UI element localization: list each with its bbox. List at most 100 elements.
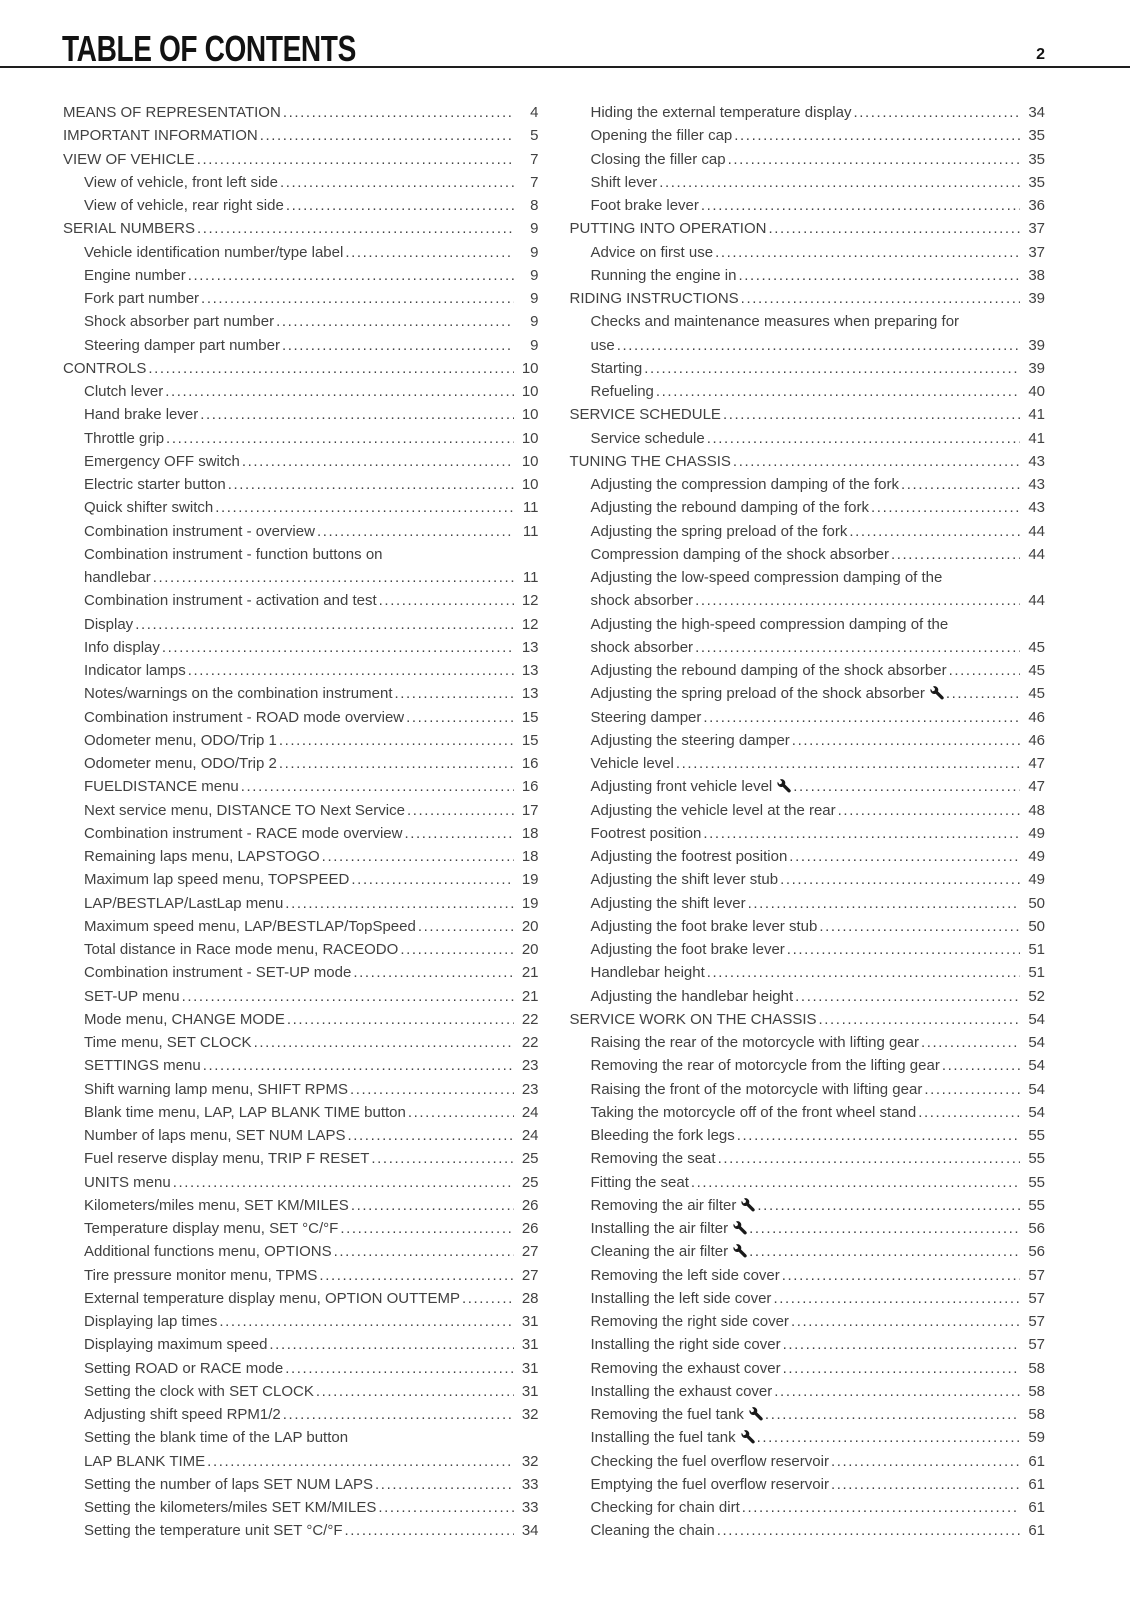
- toc-entry-page-number: 51: [1028, 964, 1045, 982]
- dot-leader: [691, 1171, 1020, 1194]
- toc-entry-label: UNITS menu: [84, 1173, 171, 1191]
- toc-entry: Setting the kilometers/miles SET KM/MILE…: [63, 1496, 539, 1519]
- toc-entry-label: Next service menu, DISTANCE TO Next Serv…: [84, 801, 405, 819]
- dot-leader: [283, 101, 514, 124]
- toc-entry-page-number: 61: [1028, 1499, 1045, 1516]
- toc-entry-label: SERIAL NUMBERS: [63, 220, 195, 238]
- dot-leader: [703, 822, 1020, 845]
- dot-leader: [340, 1217, 513, 1240]
- dot-leader: [287, 1008, 514, 1031]
- toc-entry: Steering damper 46: [570, 706, 1046, 729]
- toc-entry-label: Removing the exhaust cover: [590, 1359, 781, 1377]
- toc-entry-page-number: 56: [1028, 1243, 1045, 1261]
- toc-entry-page-number: 37: [1028, 243, 1045, 261]
- toc-entry: Setting ROAD or RACE mode 31: [63, 1357, 539, 1380]
- toc-entry: Removing the air filter 55: [570, 1194, 1046, 1217]
- dot-leader: [173, 1171, 514, 1194]
- toc-entry-label: Shift lever: [590, 173, 658, 191]
- toc-entry-page-number: 32: [521, 1406, 539, 1423]
- toc-entry-label: PUTTING INTO OPERATION: [569, 220, 767, 238]
- dot-leader: [831, 1473, 1020, 1496]
- toc-entry-label: Fitting the seat: [590, 1173, 689, 1191]
- toc-entry-page-number: 9: [530, 313, 539, 331]
- toc-entry: Adjusting the steering damper 46: [570, 729, 1046, 752]
- wrench-icon: [741, 1430, 755, 1444]
- toc-entry-page-number: 21: [521, 987, 539, 1005]
- toc-entry-label: Footrest position: [590, 824, 702, 842]
- toc-entry-label: Refueling: [590, 383, 654, 400]
- toc-entry: Bleeding the fork legs 55: [570, 1124, 1046, 1147]
- toc-entry-page-number: 19: [521, 894, 539, 912]
- toc-entry: Kilometers/miles menu, SET KM/MILES 26: [63, 1194, 539, 1217]
- toc-entry: Hand brake lever 10: [63, 403, 539, 426]
- toc-entry-label: Combination instrument - RACE mode overv…: [84, 824, 403, 842]
- dot-leader: [819, 915, 1020, 938]
- toc-entry: Displaying lap times 31: [63, 1310, 539, 1333]
- toc-entry-label: Adjusting the spring preload of the shoc…: [591, 682, 944, 705]
- dot-leader: [404, 822, 513, 845]
- toc-entry-label: use: [590, 336, 615, 354]
- toc-entry-page-number: 50: [1028, 917, 1045, 935]
- toc-entry: Blank time menu, LAP, LAP BLANK TIME but…: [63, 1101, 539, 1124]
- toc-entry: Time menu, SET CLOCK 22: [63, 1031, 539, 1054]
- toc-entry: Removing the fuel tank 58: [570, 1403, 1046, 1426]
- toc-entry: Display 12: [63, 613, 539, 636]
- dot-leader: [701, 194, 1020, 217]
- toc-entry: Adjusting the rebound damping of the for…: [570, 496, 1046, 519]
- toc-entry: Displaying maximum speed 31: [63, 1333, 539, 1356]
- toc-entry-label: Adjusting the shift lever: [590, 894, 746, 912]
- dot-leader: [748, 892, 1020, 915]
- toc-entry: Remaining laps menu, LAPSTOGO 18: [63, 845, 539, 868]
- toc-entry-label: Adjusting the vehicle level at the rear: [590, 801, 836, 819]
- toc-entry-page-number: 11: [522, 499, 539, 517]
- toc-entry-page-number: 12: [521, 592, 539, 610]
- wrench-icon: [777, 779, 791, 793]
- toc-entry-page-number: 54: [1028, 1080, 1045, 1098]
- toc-entry-page-number: 33: [521, 1475, 539, 1493]
- toc-entry-label: Clutch lever: [84, 383, 164, 400]
- toc-entry-label: Maximum speed menu, LAP/BESTLAP/TopSpeed: [84, 917, 416, 935]
- toc-entry-label: Emptying the fuel overflow reservoir: [590, 1475, 829, 1493]
- toc-entry-label: VIEW OF VEHICLE: [63, 150, 195, 168]
- toc-entry-page-number: 50: [1028, 894, 1045, 912]
- toc-entry: Engine number 9: [63, 264, 539, 287]
- toc-entry: Cleaning the chain 61: [570, 1519, 1046, 1542]
- toc-entry-label: Notes/warnings on the combination instru…: [84, 685, 393, 703]
- dot-leader: [707, 961, 1020, 984]
- toc-entry-page-number: 10: [521, 429, 539, 447]
- toc-entry-page-number: 43: [1028, 499, 1045, 517]
- toc-entry: Taking the motorcycle off of the front w…: [570, 1101, 1046, 1124]
- toc-entry-page-number: 13: [521, 685, 539, 703]
- toc-entry: Maximum lap speed menu, TOPSPEED 19: [63, 868, 539, 891]
- dot-leader: [406, 706, 513, 729]
- toc-entry-label: Service schedule: [590, 429, 705, 447]
- toc-entry-label: IMPORTANT INFORMATION: [63, 127, 258, 145]
- toc-entry: Odometer menu, ODO/Trip 1 15: [63, 729, 539, 752]
- toc-entry-label: Setting the number of laps SET NUM LAPS: [84, 1475, 374, 1493]
- toc-entry-page-number: 49: [1028, 871, 1045, 889]
- dot-leader: [345, 1519, 514, 1542]
- dot-leader: [260, 124, 514, 147]
- toc-entry: Adjusting the foot brake lever stub 50: [570, 915, 1046, 938]
- toc-entry-page-number: 48: [1028, 801, 1045, 819]
- dot-leader: [783, 1333, 1020, 1356]
- dot-leader: [215, 496, 513, 519]
- toc-entry-label: Opening the filler cap: [590, 127, 733, 145]
- toc-entry-label: Maximum lap speed menu, TOPSPEED: [84, 871, 350, 889]
- toc-entry-page-number: 16: [521, 755, 539, 772]
- dot-leader: [617, 334, 1020, 357]
- wrench-icon: [733, 1244, 747, 1258]
- toc-entry-label: Combination instrument - overview: [84, 522, 315, 540]
- dot-leader: [345, 241, 513, 264]
- dot-leader: [734, 124, 1020, 147]
- toc-entry-page-number: 31: [521, 1359, 539, 1377]
- dot-leader: [334, 1240, 514, 1263]
- dot-leader: [319, 1264, 513, 1287]
- toc-entry-label: Displaying maximum speed: [84, 1336, 268, 1354]
- toc-entry-label: Combination instrument - activation and …: [84, 592, 377, 610]
- toc-entry-label: Setting the clock with SET CLOCK: [84, 1382, 314, 1400]
- dot-leader: [717, 1519, 1020, 1542]
- toc-entry-page-number: 35: [1028, 173, 1045, 191]
- toc-entry-page-number: 38: [1028, 266, 1045, 284]
- toc-entry-page-number: 54: [1028, 1057, 1045, 1075]
